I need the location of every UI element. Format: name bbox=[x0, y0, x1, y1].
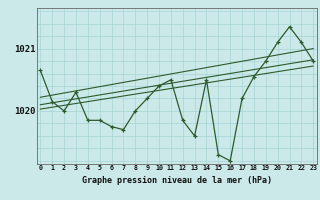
X-axis label: Graphe pression niveau de la mer (hPa): Graphe pression niveau de la mer (hPa) bbox=[82, 176, 272, 185]
